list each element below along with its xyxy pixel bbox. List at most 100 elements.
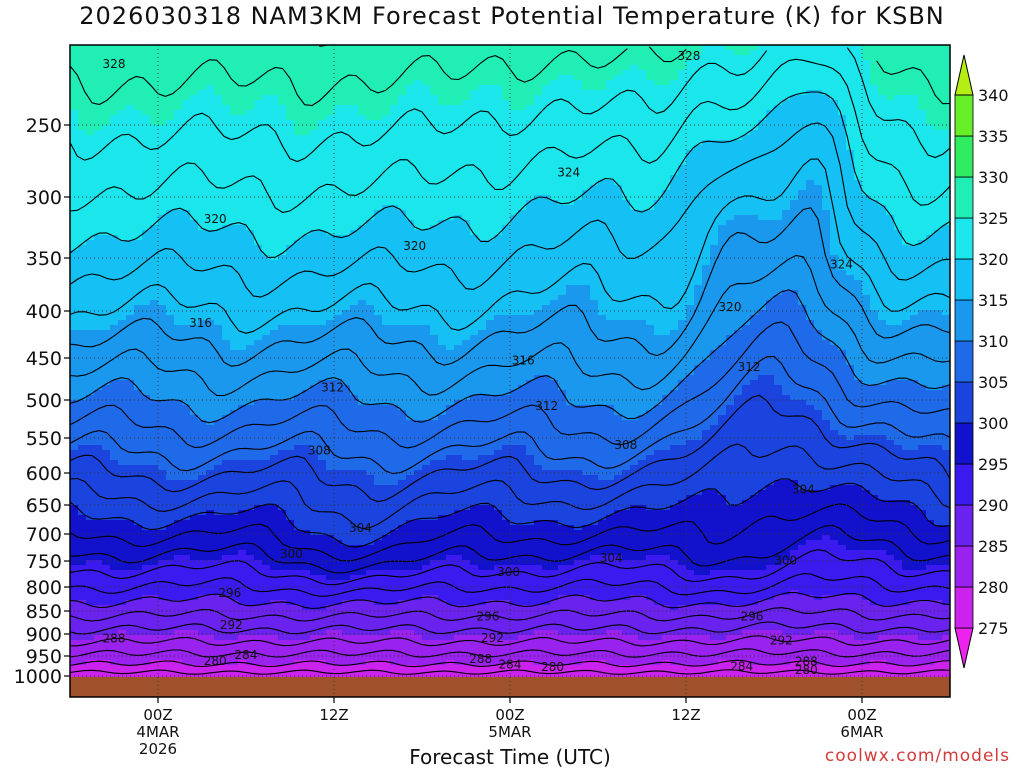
heatmap-cell: [254, 140, 263, 146]
heatmap-cell: [446, 240, 455, 246]
heatmap-cell: [334, 235, 343, 241]
heatmap-cell: [302, 50, 311, 56]
heatmap-cell: [902, 190, 911, 196]
heatmap-cell: [166, 210, 175, 216]
heatmap-cell: [86, 240, 95, 246]
heatmap-cell: [710, 90, 719, 96]
heatmap-cell: [686, 205, 695, 211]
heatmap-cell: [358, 115, 367, 121]
heatmap-cell: [566, 105, 575, 111]
heatmap-cell: [134, 185, 143, 191]
heatmap-cell: [254, 240, 263, 246]
heatmap-cell: [174, 170, 183, 176]
heatmap-cell: [830, 45, 839, 51]
heatmap-cell: [454, 240, 463, 246]
heatmap-cell: [822, 95, 831, 101]
heatmap-cell: [550, 110, 559, 116]
heatmap-cell: [526, 170, 535, 176]
heatmap-cell: [318, 115, 327, 121]
heatmap-cell: [438, 75, 447, 81]
heatmap-cell: [670, 140, 679, 146]
heatmap-cell: [382, 245, 391, 251]
heatmap-cell: [726, 130, 735, 136]
heatmap-cell: [102, 165, 111, 171]
heatmap-cell: [534, 135, 543, 141]
heatmap-cell: [870, 245, 879, 251]
heatmap-cell: [286, 185, 295, 191]
heatmap-cell: [526, 235, 535, 241]
heatmap-cell: [270, 215, 279, 221]
heatmap-cell: [542, 260, 551, 266]
heatmap-cell: [854, 230, 863, 236]
heatmap-cell: [206, 170, 215, 176]
heatmap-cell: [422, 270, 431, 276]
heatmap-cell: [686, 120, 695, 126]
heatmap-cell: [78, 140, 87, 146]
heatmap-cell: [70, 175, 79, 181]
heatmap-cell: [118, 85, 127, 91]
heatmap-cell: [862, 125, 871, 131]
heatmap-cell: [302, 215, 311, 221]
heatmap-cell: [182, 80, 191, 86]
heatmap-cell: [862, 60, 871, 66]
heatmap-cell: [430, 265, 439, 271]
heatmap-cell: [574, 55, 583, 61]
heatmap-cell: [326, 160, 335, 166]
heatmap-cell: [78, 130, 87, 136]
heatmap-cell: [550, 150, 559, 156]
heatmap-cell: [318, 270, 327, 276]
heatmap-cell: [678, 170, 687, 176]
heatmap-cell: [654, 65, 663, 71]
heatmap-cell: [710, 60, 719, 66]
heatmap-cell: [566, 160, 575, 166]
heatmap-cell: [614, 75, 623, 81]
heatmap-cell: [278, 120, 287, 126]
heatmap-cell: [374, 215, 383, 221]
heatmap-cell: [326, 185, 335, 191]
heatmap-cell: [670, 110, 679, 116]
heatmap-cell: [158, 105, 167, 111]
heatmap-cell: [414, 195, 423, 201]
heatmap-cell: [518, 155, 527, 161]
heatmap-cell: [750, 260, 759, 266]
heatmap-cell: [238, 65, 247, 71]
heatmap-cell: [350, 145, 359, 151]
heatmap-cell: [358, 120, 367, 126]
heatmap-cell: [334, 50, 343, 56]
heatmap-cell: [742, 75, 751, 81]
heatmap-cell: [582, 155, 591, 161]
heatmap-cell: [542, 85, 551, 91]
heatmap-cell: [366, 145, 375, 151]
heatmap-cell: [702, 230, 711, 236]
heatmap-cell: [854, 135, 863, 141]
heatmap-cell: [630, 240, 639, 246]
heatmap-cell: [398, 195, 407, 201]
heatmap-cell: [430, 205, 439, 211]
heatmap-cell: [70, 250, 79, 256]
heatmap-cell: [678, 250, 687, 256]
heatmap-cell: [830, 80, 839, 86]
heatmap-cell: [646, 165, 655, 171]
heatmap-cell: [798, 60, 807, 66]
heatmap-cell: [734, 60, 743, 66]
heatmap-cell: [406, 100, 415, 106]
heatmap-cell: [726, 215, 735, 221]
heatmap-cell: [270, 165, 279, 171]
heatmap-cell: [926, 75, 935, 81]
heatmap-cell: [454, 60, 463, 66]
heatmap-cell: [406, 220, 415, 226]
heatmap-cell: [286, 175, 295, 181]
heatmap-cell: [86, 155, 95, 161]
heatmap-cell: [790, 180, 799, 186]
heatmap-cell: [214, 75, 223, 81]
heatmap-cell: [814, 50, 823, 56]
heatmap-cell: [262, 245, 271, 251]
heatmap-cell: [118, 205, 127, 211]
heatmap-cell: [102, 60, 111, 66]
heatmap-cell: [838, 235, 847, 241]
heatmap-cell: [854, 85, 863, 91]
heatmap-cell: [550, 45, 559, 51]
heatmap-cell: [798, 240, 807, 246]
heatmap-cell: [782, 265, 791, 271]
